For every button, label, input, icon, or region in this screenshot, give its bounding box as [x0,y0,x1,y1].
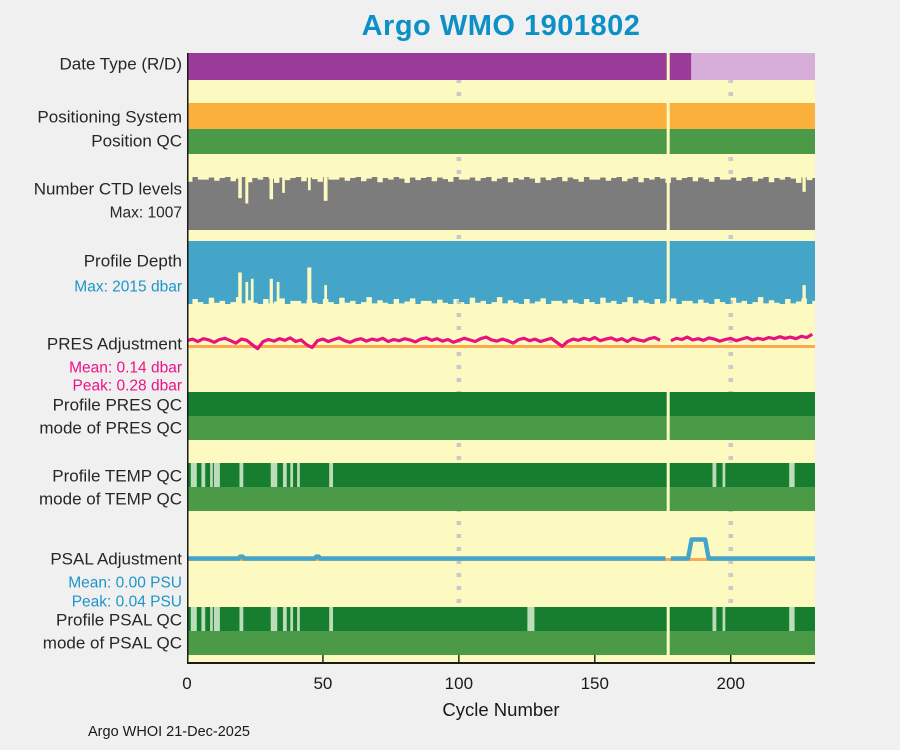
row-label-profile-depth: Profile Depth [83,251,182,271]
row-label-mode-pres-qc: mode of PRES QC [39,418,182,438]
x-tick-label-150: 150 [580,674,609,693]
row-sublabel-psal-peak: Peak: 0.04 PSU [71,593,182,611]
row-label-ctd-levels: Number CTD levels [33,179,182,199]
x-tick-label-50: 50 [313,674,333,693]
row-label-mode-temp-qc: mode of TEMP QC [39,489,182,509]
row-label-profile-temp-qc: Profile TEMP QC [52,466,182,486]
row-sublabel-pres-peak: Peak: 0.28 dbar [72,377,182,395]
figure-credit: Argo WHOI 21-Dec-2025 [88,724,250,740]
row-sublabel-depth-max: Max: 2015 dbar [74,278,182,296]
row-label-date-type: Date Type (R/D) [59,54,182,74]
row-label-mode-psal-qc: mode of PSAL QC [42,633,182,653]
x-axis-label: Cycle Number [442,699,560,720]
row-sublabel-ctd-max: Max: 1007 [109,204,182,222]
x-tick-label-100: 100 [444,674,474,693]
page-title: Argo WMO 1901802 [361,10,641,42]
row-label-profile-psal-qc: Profile PSAL QC [56,610,182,630]
row-label-position-qc: Position QC [91,131,182,151]
figure-plot-area [186,53,815,664]
row-label-pres-adjustment: PRES Adjustment [46,334,182,354]
row-label-psal-adjustment: PSAL Adjustment [50,549,182,569]
row-label-profile-pres-qc: Profile PRES QC [52,395,182,415]
row-sublabel-pres-mean: Mean: 0.14 dbar [69,359,182,377]
row-label-positioning-system: Positioning System [37,107,182,127]
x-tick-label-0: 0 [182,674,192,693]
row-sublabel-psal-mean: Mean: 0.00 PSU [68,574,182,592]
x-tick-label-200: 200 [716,674,745,693]
